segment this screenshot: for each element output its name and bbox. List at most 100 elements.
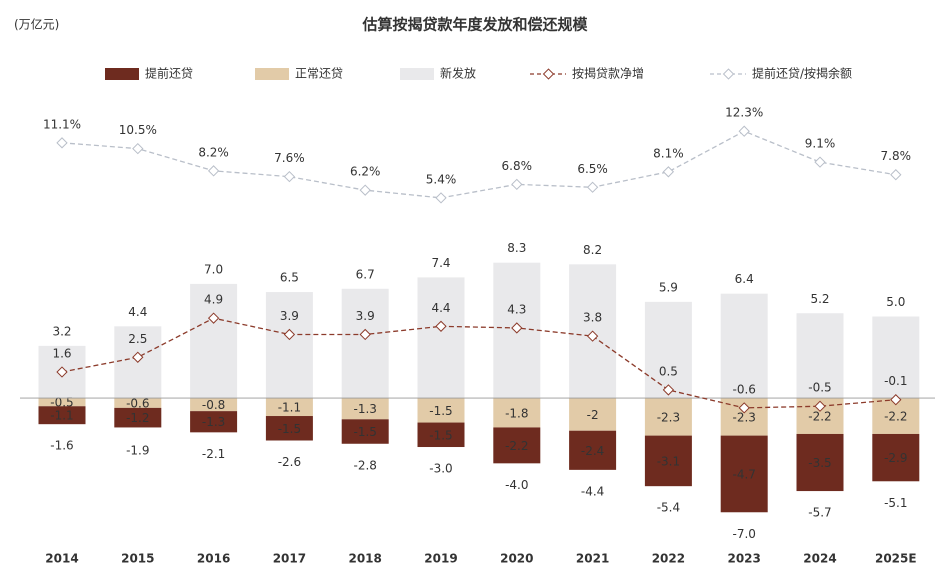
bar (720, 293, 768, 399)
total-label: -4.0 (505, 478, 528, 492)
value-label: 5.4% (426, 172, 457, 186)
line-marker (890, 169, 902, 181)
value-label: 3.9 (280, 309, 299, 323)
line-marker (738, 125, 750, 137)
line-marker (511, 322, 523, 334)
bar (38, 398, 86, 407)
value-label: -0.8 (202, 398, 225, 412)
value-label: 5.0 (886, 295, 905, 309)
bar (796, 313, 844, 399)
legend-label: 提前还贷/按揭余额 (752, 66, 852, 81)
value-label: 12.3% (725, 106, 763, 120)
bar (644, 301, 692, 399)
line-marker (283, 170, 296, 183)
value-label: -0.5 (50, 396, 73, 410)
value-label: -1.5 (278, 422, 301, 436)
value-label: -1.2 (126, 411, 149, 425)
value-label: 5.9 (659, 280, 678, 294)
value-label: 4.3 (507, 302, 526, 316)
total-label: -3.0 (429, 462, 452, 476)
line-marker (132, 351, 144, 363)
bar (417, 277, 465, 399)
line (61, 317, 896, 409)
line-marker (814, 156, 826, 168)
line (61, 130, 896, 199)
bar (341, 398, 389, 420)
bar (872, 433, 920, 482)
bar (644, 398, 692, 436)
x-tick-label: 2019 (424, 552, 457, 566)
x-tick-label: 2014 (45, 552, 78, 566)
line-marker (435, 192, 447, 204)
value-label: -3.1 (657, 454, 680, 468)
bar (493, 427, 541, 464)
value-label: 6.8% (502, 159, 533, 173)
line-marker (738, 402, 750, 414)
x-tick-label: 2025E (875, 552, 917, 566)
value-label: 3.9 (356, 309, 375, 323)
value-label: 7.4 (431, 256, 450, 270)
bar (38, 406, 86, 425)
bar (720, 435, 768, 513)
value-label: 11.1% (43, 117, 81, 131)
total-label: -2.8 (353, 458, 376, 472)
value-label: -0.6 (126, 396, 149, 410)
line-marker (359, 184, 371, 196)
unit-label: (万亿元) (14, 17, 59, 32)
value-label: 6.5 (280, 271, 299, 285)
line-marker (359, 328, 371, 341)
value-label: -4.7 (732, 467, 755, 481)
x-tick-label: 2024 (803, 552, 836, 566)
bar (190, 411, 238, 433)
value-label: -2.3 (657, 410, 680, 424)
line-marker (511, 178, 523, 191)
value-label: -1.1 (50, 409, 73, 423)
line-marker (132, 142, 144, 155)
x-tick-label: 2022 (652, 552, 685, 566)
bar (265, 292, 313, 399)
value-label: 8.1% (653, 146, 684, 160)
value-label: 9.1% (805, 137, 836, 151)
value-label: -2 (587, 408, 599, 422)
value-label: 6.5% (577, 162, 608, 176)
value-label: -1.3 (353, 402, 376, 416)
bar (493, 398, 541, 428)
legend-swatch (105, 68, 139, 80)
bar (190, 398, 238, 412)
x-tick-label: 2015 (121, 552, 154, 566)
line-marker (207, 312, 220, 324)
value-label: -1.5 (429, 404, 452, 418)
value-label: 8.2 (583, 243, 602, 257)
value-label: 3.2 (52, 324, 71, 338)
legend-marker (542, 68, 555, 80)
value-label: -2.2 (505, 439, 528, 453)
line-marker (207, 165, 220, 177)
bar (265, 416, 313, 441)
total-label: -4.4 (581, 484, 604, 498)
value-label: 8.3 (507, 241, 526, 255)
legend-label: 按揭贷款净增 (572, 66, 644, 81)
value-label: 6.2% (350, 165, 381, 179)
x-tick-label: 2018 (348, 552, 381, 566)
x-tick-label: 2020 (500, 552, 533, 566)
value-label: -0.1 (884, 374, 907, 388)
bar (569, 398, 617, 431)
line-marker (662, 384, 675, 396)
x-tick-label: 2021 (576, 552, 609, 566)
total-label: -5.7 (808, 506, 831, 520)
total-label: -1.6 (50, 439, 73, 453)
value-label: 5.2 (810, 292, 829, 306)
total-label: -5.4 (657, 501, 680, 515)
bar (796, 433, 844, 492)
value-label: -2.3 (732, 410, 755, 424)
line-marker (283, 328, 296, 341)
line-marker (586, 181, 599, 193)
legend-swatch (400, 68, 434, 80)
bar (417, 398, 465, 423)
legend-swatch (255, 68, 289, 80)
value-label: 4.9 (204, 293, 223, 307)
legend-marker (722, 68, 735, 80)
bar (341, 419, 389, 444)
line-marker (586, 330, 599, 342)
